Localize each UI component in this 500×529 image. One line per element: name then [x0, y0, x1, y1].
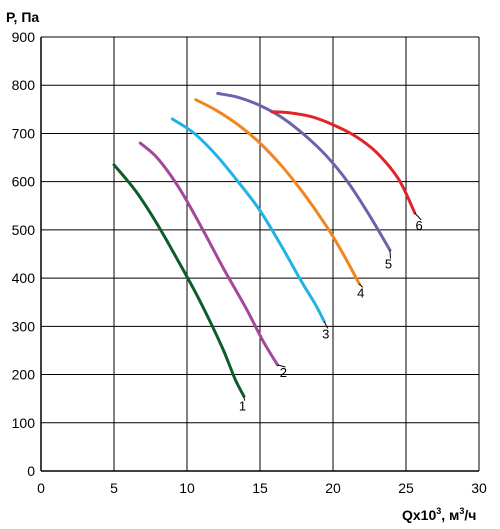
x-tick-label: 0 — [37, 480, 45, 496]
curve-label: 4 — [357, 285, 364, 300]
y-axis-title: P, Па — [6, 9, 39, 25]
y-tick-label: 700 — [12, 125, 36, 141]
y-tick-label: 100 — [12, 415, 36, 431]
curve-labels: 1 2 3 4 5 6 — [239, 212, 423, 414]
curve-label-leader — [414, 212, 422, 221]
fan-curves — [112, 91, 417, 398]
curve-3 — [170, 117, 326, 323]
x-tick-label: 30 — [471, 480, 487, 496]
y-tick-label: 400 — [12, 270, 36, 286]
curve-label: 5 — [385, 256, 392, 271]
x-tick-label: 10 — [179, 480, 195, 496]
curve-label-leader — [243, 396, 245, 401]
curve-4 — [194, 98, 361, 286]
curve-label-leader — [389, 250, 391, 259]
y-tick-label: 0 — [27, 463, 35, 479]
curve-label: 3 — [322, 326, 329, 341]
curve-2 — [138, 141, 279, 367]
x-tick-label: 15 — [252, 480, 268, 496]
x-axis-title: Qx103, м3/ч — [402, 506, 476, 523]
x-axis-title-exp: 3 — [436, 506, 441, 516]
curve-label: 2 — [280, 365, 287, 380]
y-axis-ticks: 0 100 200 300 400 500 600 700 800 900 — [12, 29, 36, 479]
curve-1 — [112, 163, 246, 398]
curve-label: 1 — [239, 399, 246, 414]
curve-label-leader — [358, 283, 364, 288]
x-axis-ticks: 0 5 10 15 20 25 30 — [37, 480, 487, 496]
y-tick-label: 600 — [12, 174, 36, 190]
x-tick-label: 5 — [110, 480, 118, 496]
x-axis-unit: м — [449, 507, 459, 523]
curve-5 — [216, 91, 392, 252]
y-tick-label: 200 — [12, 367, 36, 383]
y-tick-label: 300 — [12, 318, 36, 334]
x-axis-unit-tail: /ч — [464, 507, 476, 523]
x-axis-title-sep: , — [441, 507, 449, 523]
grid — [40, 36, 480, 472]
curve-label-leader — [323, 321, 329, 329]
curve-label: 6 — [416, 218, 423, 233]
x-tick-label: 25 — [398, 480, 414, 496]
curve-label-leader — [277, 364, 286, 368]
curve-6 — [270, 110, 417, 215]
y-tick-label: 900 — [12, 29, 36, 45]
x-axis-unit-exp: 3 — [459, 506, 464, 516]
x-axis-title-main: Qx10 — [402, 507, 436, 523]
x-tick-label: 20 — [325, 480, 341, 496]
y-tick-label: 800 — [12, 77, 36, 93]
y-tick-label: 500 — [12, 222, 36, 238]
